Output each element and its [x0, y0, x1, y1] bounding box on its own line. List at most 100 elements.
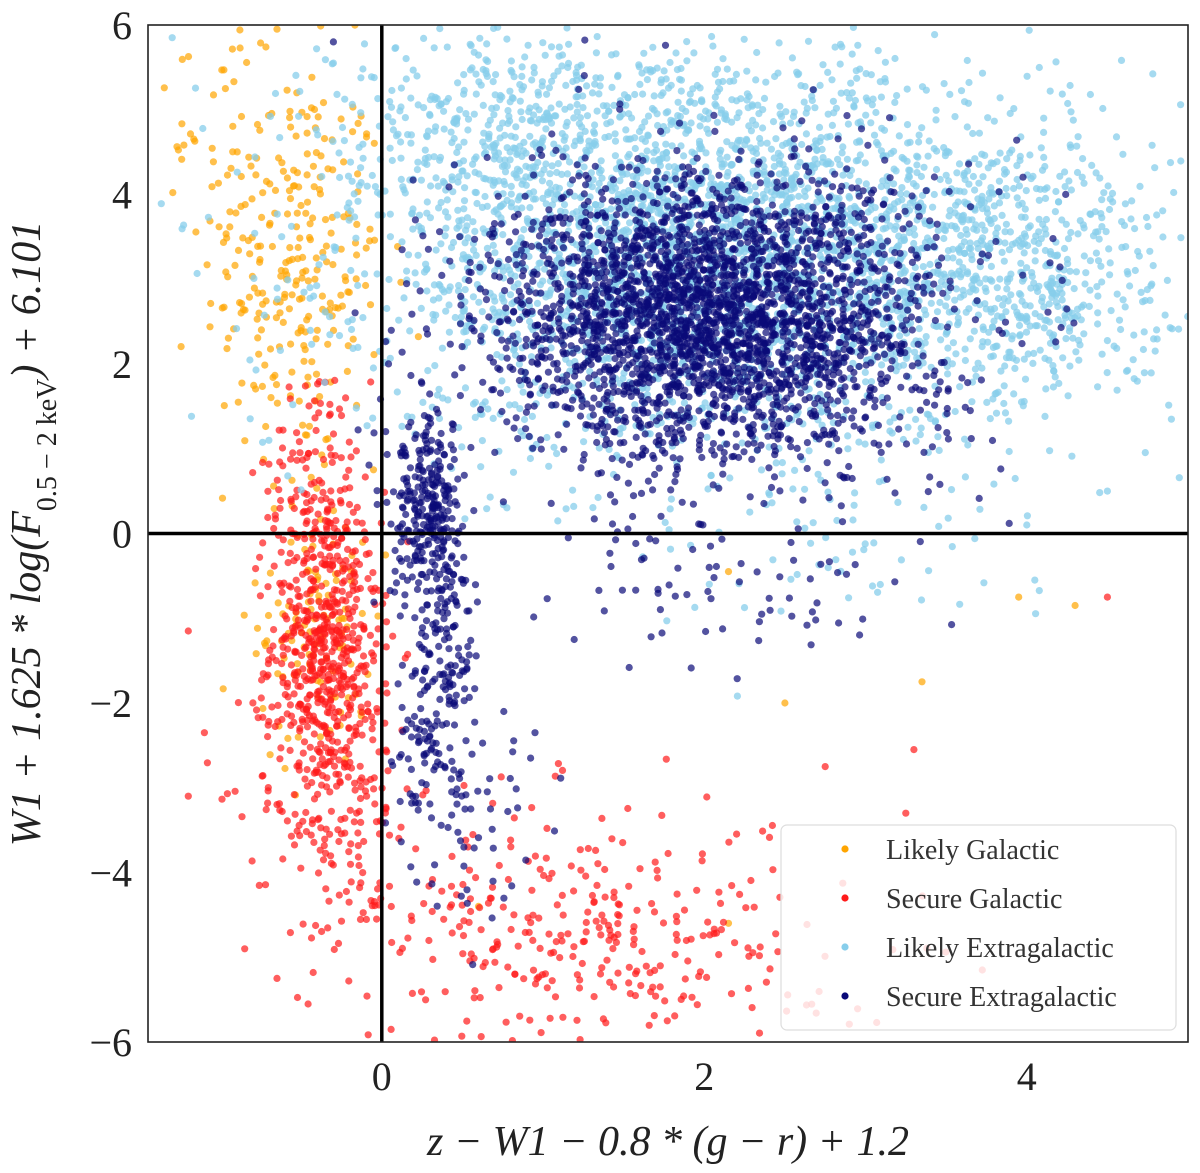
data-point: [1035, 228, 1043, 236]
data-point: [478, 308, 486, 316]
data-point: [516, 405, 524, 413]
data-point: [204, 213, 212, 221]
data-point: [801, 192, 809, 201]
data-point: [1079, 155, 1087, 163]
data-point: [1017, 291, 1025, 299]
data-point: [476, 994, 484, 1002]
data-point: [1105, 245, 1113, 253]
data-point: [724, 168, 732, 177]
data-point: [321, 378, 329, 387]
data-point: [878, 361, 886, 369]
data-point: [493, 351, 501, 359]
data-point: [298, 274, 306, 282]
data-point: [1005, 348, 1013, 356]
data-point: [980, 579, 988, 587]
data-point: [337, 291, 345, 299]
data-point: [386, 233, 394, 241]
data-point: [303, 782, 311, 790]
data-point: [598, 814, 606, 823]
data-point: [398, 422, 406, 430]
data-point: [855, 177, 863, 185]
data-point: [875, 233, 883, 241]
data-point: [1021, 233, 1030, 241]
data-point: [287, 455, 295, 463]
data-point: [504, 963, 512, 971]
data-point: [786, 119, 795, 127]
data-point: [919, 263, 927, 271]
data-point: [356, 794, 365, 803]
data-point: [337, 245, 345, 253]
data-point: [354, 119, 362, 127]
data-point: [956, 187, 964, 195]
data-point: [297, 486, 305, 494]
data-point: [318, 172, 326, 181]
data-point: [226, 223, 234, 231]
data-point: [282, 259, 290, 267]
data-point: [206, 323, 214, 331]
data-point: [268, 242, 276, 251]
data-point: [264, 733, 272, 741]
data-point: [1094, 320, 1102, 328]
data-point: [491, 178, 499, 187]
data-point: [869, 95, 877, 103]
data-point: [631, 992, 640, 1000]
data-point: [550, 948, 558, 957]
data-point: [366, 225, 374, 233]
data-point: [286, 107, 294, 115]
data-point: [984, 114, 992, 122]
data-point: [1064, 392, 1072, 400]
data-point: [363, 182, 371, 190]
data-point: [944, 370, 952, 378]
data-point: [301, 346, 309, 354]
data-point: [440, 107, 448, 115]
data-point: [430, 1036, 439, 1042]
data-point: [462, 322, 470, 330]
data-point: [288, 255, 296, 263]
data-point: [460, 197, 469, 205]
data-point: [306, 505, 314, 514]
data-point: [259, 189, 267, 197]
data-point: [591, 80, 599, 88]
data-point: [953, 270, 961, 278]
data-point: [1001, 362, 1009, 370]
data-point: [354, 829, 362, 837]
data-point: [270, 482, 278, 490]
data-point: [699, 932, 707, 940]
data-point: [441, 988, 449, 996]
data-point: [316, 846, 324, 854]
data-point: [369, 587, 377, 596]
data-point: [1029, 359, 1037, 367]
data-point: [334, 939, 343, 948]
data-point: [615, 901, 624, 909]
data-point: [828, 121, 837, 129]
data-point: [471, 413, 479, 421]
data-point: [326, 313, 334, 321]
data-point: [318, 927, 326, 936]
data-point: [644, 167, 652, 175]
data-point: [325, 709, 333, 717]
data-point: [357, 703, 365, 711]
data-point: [912, 437, 920, 445]
data-point: [293, 827, 301, 835]
data-point: [542, 160, 550, 168]
data-point: [279, 318, 287, 326]
data-point: [636, 865, 644, 873]
data-point: [497, 773, 505, 781]
data-point: [557, 931, 565, 939]
data-point: [591, 121, 599, 129]
data-point: [324, 544, 333, 552]
data-point: [576, 846, 584, 854]
data-point: [1139, 345, 1147, 354]
data-point: [303, 129, 311, 137]
data-point: [777, 190, 785, 198]
data-point: [157, 200, 165, 208]
data-point: [1040, 324, 1048, 332]
data-point: [652, 992, 660, 1000]
data-point: [798, 140, 806, 149]
data-point: [315, 409, 323, 417]
data-point: [257, 326, 265, 334]
data-point: [264, 721, 272, 729]
data-point: [506, 291, 515, 299]
data-point: [251, 579, 259, 587]
data-point: [1027, 175, 1035, 183]
